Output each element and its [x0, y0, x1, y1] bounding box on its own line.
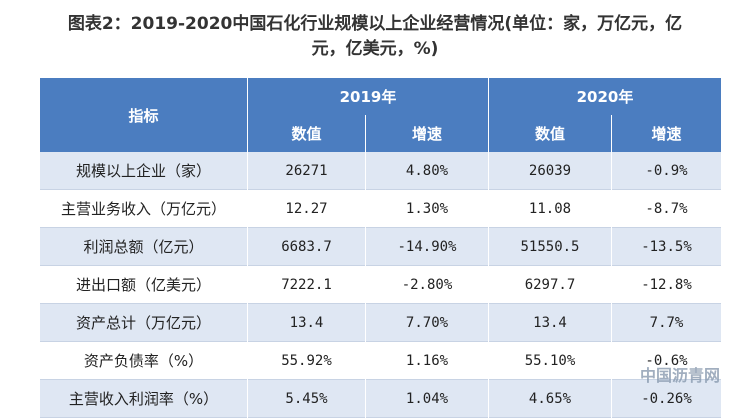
cell: -14.90%	[365, 227, 489, 266]
table-row: 规模以上企业（家） 26271 4.80% 26039 -0.9%	[40, 152, 722, 190]
cell: 13.4	[247, 303, 366, 342]
row-label: 主营业务收入（万亿元）	[40, 189, 248, 228]
table-row: 资产总计（万亿元） 13.4 7.70% 13.4 7.7%	[40, 303, 722, 342]
header-cell: 增速	[611, 115, 722, 152]
cell: 12.27	[247, 189, 366, 228]
header-row: 指标 2019年 2020年	[40, 78, 722, 152]
row-label: 利润总额（亿元）	[40, 227, 248, 266]
cell: 55.92%	[247, 341, 366, 380]
cell: -0.6%	[611, 341, 722, 380]
cell: 1.04%	[365, 379, 489, 418]
cell: 11.08	[488, 189, 612, 228]
cell: 26271	[247, 152, 366, 190]
cell: 7.7%	[611, 303, 722, 342]
row-label: 进出口额（亿美元）	[40, 265, 248, 304]
cell: 4.80%	[365, 152, 489, 190]
table-body: 规模以上企业（家） 26271 4.80% 26039 -0.9% 主营业务收入（万亿元）…	[40, 152, 722, 418]
row-label: 主营收入利润率（%）	[40, 379, 248, 418]
cell: 26039	[488, 152, 612, 190]
cell: 6683.7	[247, 227, 366, 266]
cell: 5.45%	[247, 379, 366, 418]
cell: -2.80%	[365, 265, 489, 304]
table-row: 主营收入利润率（%） 5.45% 1.04% 4.65% -0.26%	[40, 379, 722, 418]
row-label: 资产总计（万亿元）	[40, 303, 248, 342]
title: 图表2：2019-2020中国石化行业规模以上企业经营情况(单位：家，万亿元，亿…	[67, 14, 683, 59]
header-row: 数值 增速 数值 增速	[40, 115, 722, 152]
header-cell: 增速	[365, 115, 489, 152]
cell: 51550.5	[488, 227, 612, 266]
data-table: 指标 2019年 2020年 数值 增速 数值 增速 规模以上企业（家） 2627…	[40, 78, 722, 418]
cell: -0.26%	[611, 379, 722, 418]
header-cell: 2019年	[247, 78, 489, 115]
cell: 1.30%	[365, 189, 489, 228]
cell: 1.16%	[365, 341, 489, 380]
cell: 4.65%	[488, 379, 612, 418]
watermark: 中国沥青网	[639, 366, 720, 385]
cell: 13.4	[488, 303, 612, 342]
cell: 6297.7	[488, 265, 612, 304]
header-cell: 2020年	[488, 78, 722, 115]
cell: 55.10%	[488, 341, 612, 380]
table-row: 资产负债率（%） 55.92% 1.16% 55.10% -0.6%	[40, 341, 722, 380]
cell: -0.9%	[611, 152, 722, 190]
header-cell: 数值	[488, 115, 612, 152]
cell: -13.5%	[611, 227, 722, 266]
header-cell: 指标	[40, 78, 248, 152]
cell: -8.7%	[611, 189, 722, 228]
row-label: 规模以上企业（家）	[40, 152, 248, 190]
table-row: 利润总额（亿元） 6683.7 -14.90% 51550.5 -13.5%	[40, 227, 722, 266]
table-row: 进出口额（亿美元） 7222.1 -2.80% 6297.7 -12.8%	[40, 265, 722, 304]
header-cell: 数值	[247, 115, 366, 152]
table-row: 主营业务收入（万亿元） 12.27 1.30% 11.08 -8.7%	[40, 189, 722, 228]
row-label: 资产负债率（%）	[40, 341, 248, 380]
cell: 7222.1	[247, 265, 366, 304]
cell: -12.8%	[611, 265, 722, 304]
cell: 7.70%	[365, 303, 489, 342]
